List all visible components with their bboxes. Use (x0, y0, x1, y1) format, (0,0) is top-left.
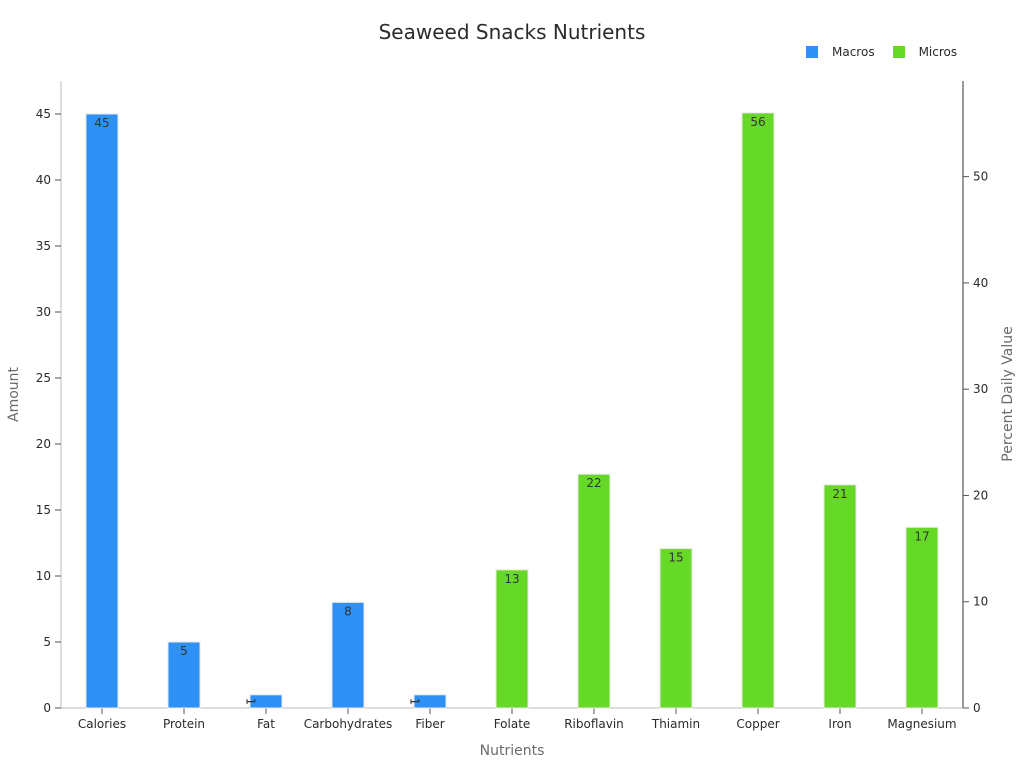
y2-tick-label: 40 (973, 276, 988, 290)
y-tick-label: 40 (36, 173, 51, 187)
bar-macros (413, 694, 447, 709)
y2-tick-label: 20 (973, 488, 988, 502)
chart-title: Seaweed Snacks Nutrients (378, 20, 646, 44)
bar-micros (495, 569, 529, 709)
bar-value-label: 21 (832, 487, 847, 501)
bar-macros (167, 641, 201, 709)
bar-value-label: 17 (914, 529, 929, 543)
x-tick-label: Folate (494, 717, 531, 731)
bar-value-label: 1 (244, 698, 258, 706)
bar-micros (823, 484, 857, 709)
legend: Macros Micros (806, 45, 975, 59)
bar-micros (659, 548, 693, 709)
legend-label-micros: Micros (918, 45, 958, 59)
y-tick-label: 15 (36, 503, 51, 517)
y-axis-title: Amount (6, 366, 22, 422)
legend-swatch-macros (806, 46, 818, 58)
x-axis-title: Nutrients (480, 743, 545, 759)
y-tick-label: 35 (36, 239, 51, 253)
x-tick-label: Calories (78, 717, 126, 731)
bar-value-label: 45 (94, 116, 109, 130)
y-tick-label: 25 (36, 371, 51, 385)
bar-micros (905, 526, 939, 709)
x-tick-label: Fiber (415, 717, 444, 731)
bar-value-label: 22 (586, 476, 601, 490)
y2-axis-title: Percent Daily Value (1000, 326, 1016, 461)
bar-value-label: 5 (180, 644, 188, 658)
bar-value-label: 15 (668, 551, 683, 565)
x-tick-label: Copper (736, 717, 779, 731)
x-tick-label: Magnesium (887, 717, 956, 731)
bar-value-label: 56 (750, 115, 765, 129)
bar-value-label: 1 (408, 698, 422, 706)
y2-tick-label: 50 (973, 170, 988, 184)
x-tick-label: Protein (163, 717, 205, 731)
x-tick-label: Iron (828, 717, 851, 731)
legend-item-micros[interactable]: Micros (892, 45, 958, 59)
bar-macros (249, 694, 283, 709)
bar-value-label: 13 (504, 572, 519, 586)
x-tick-label: Fat (257, 717, 275, 731)
y-tick-label: 10 (36, 569, 51, 583)
y-tick-label: 30 (36, 305, 51, 319)
legend-item-macros[interactable]: Macros (806, 45, 875, 59)
legend-label-macros: Macros (832, 45, 875, 59)
y-tick-label: 0 (43, 701, 51, 715)
y2-tick-label: 10 (973, 595, 988, 609)
y-tick-label: 5 (43, 635, 51, 649)
bar-value-label: 8 (344, 604, 352, 618)
y-tick-label: 20 (36, 437, 51, 451)
x-tick-label: Riboflavin (564, 717, 624, 731)
bar-micros (741, 112, 775, 709)
bar-macros (85, 113, 119, 709)
legend-swatch-micros (892, 46, 905, 58)
x-tick-label: Carbohydrates (304, 717, 393, 731)
bar-macros (331, 601, 365, 709)
y-tick-label: 45 (36, 107, 51, 121)
bar-micros (577, 473, 611, 709)
y2-tick-label: 0 (973, 701, 981, 715)
x-tick-label: Thiamin (651, 717, 700, 731)
y2-tick-label: 30 (973, 382, 988, 396)
